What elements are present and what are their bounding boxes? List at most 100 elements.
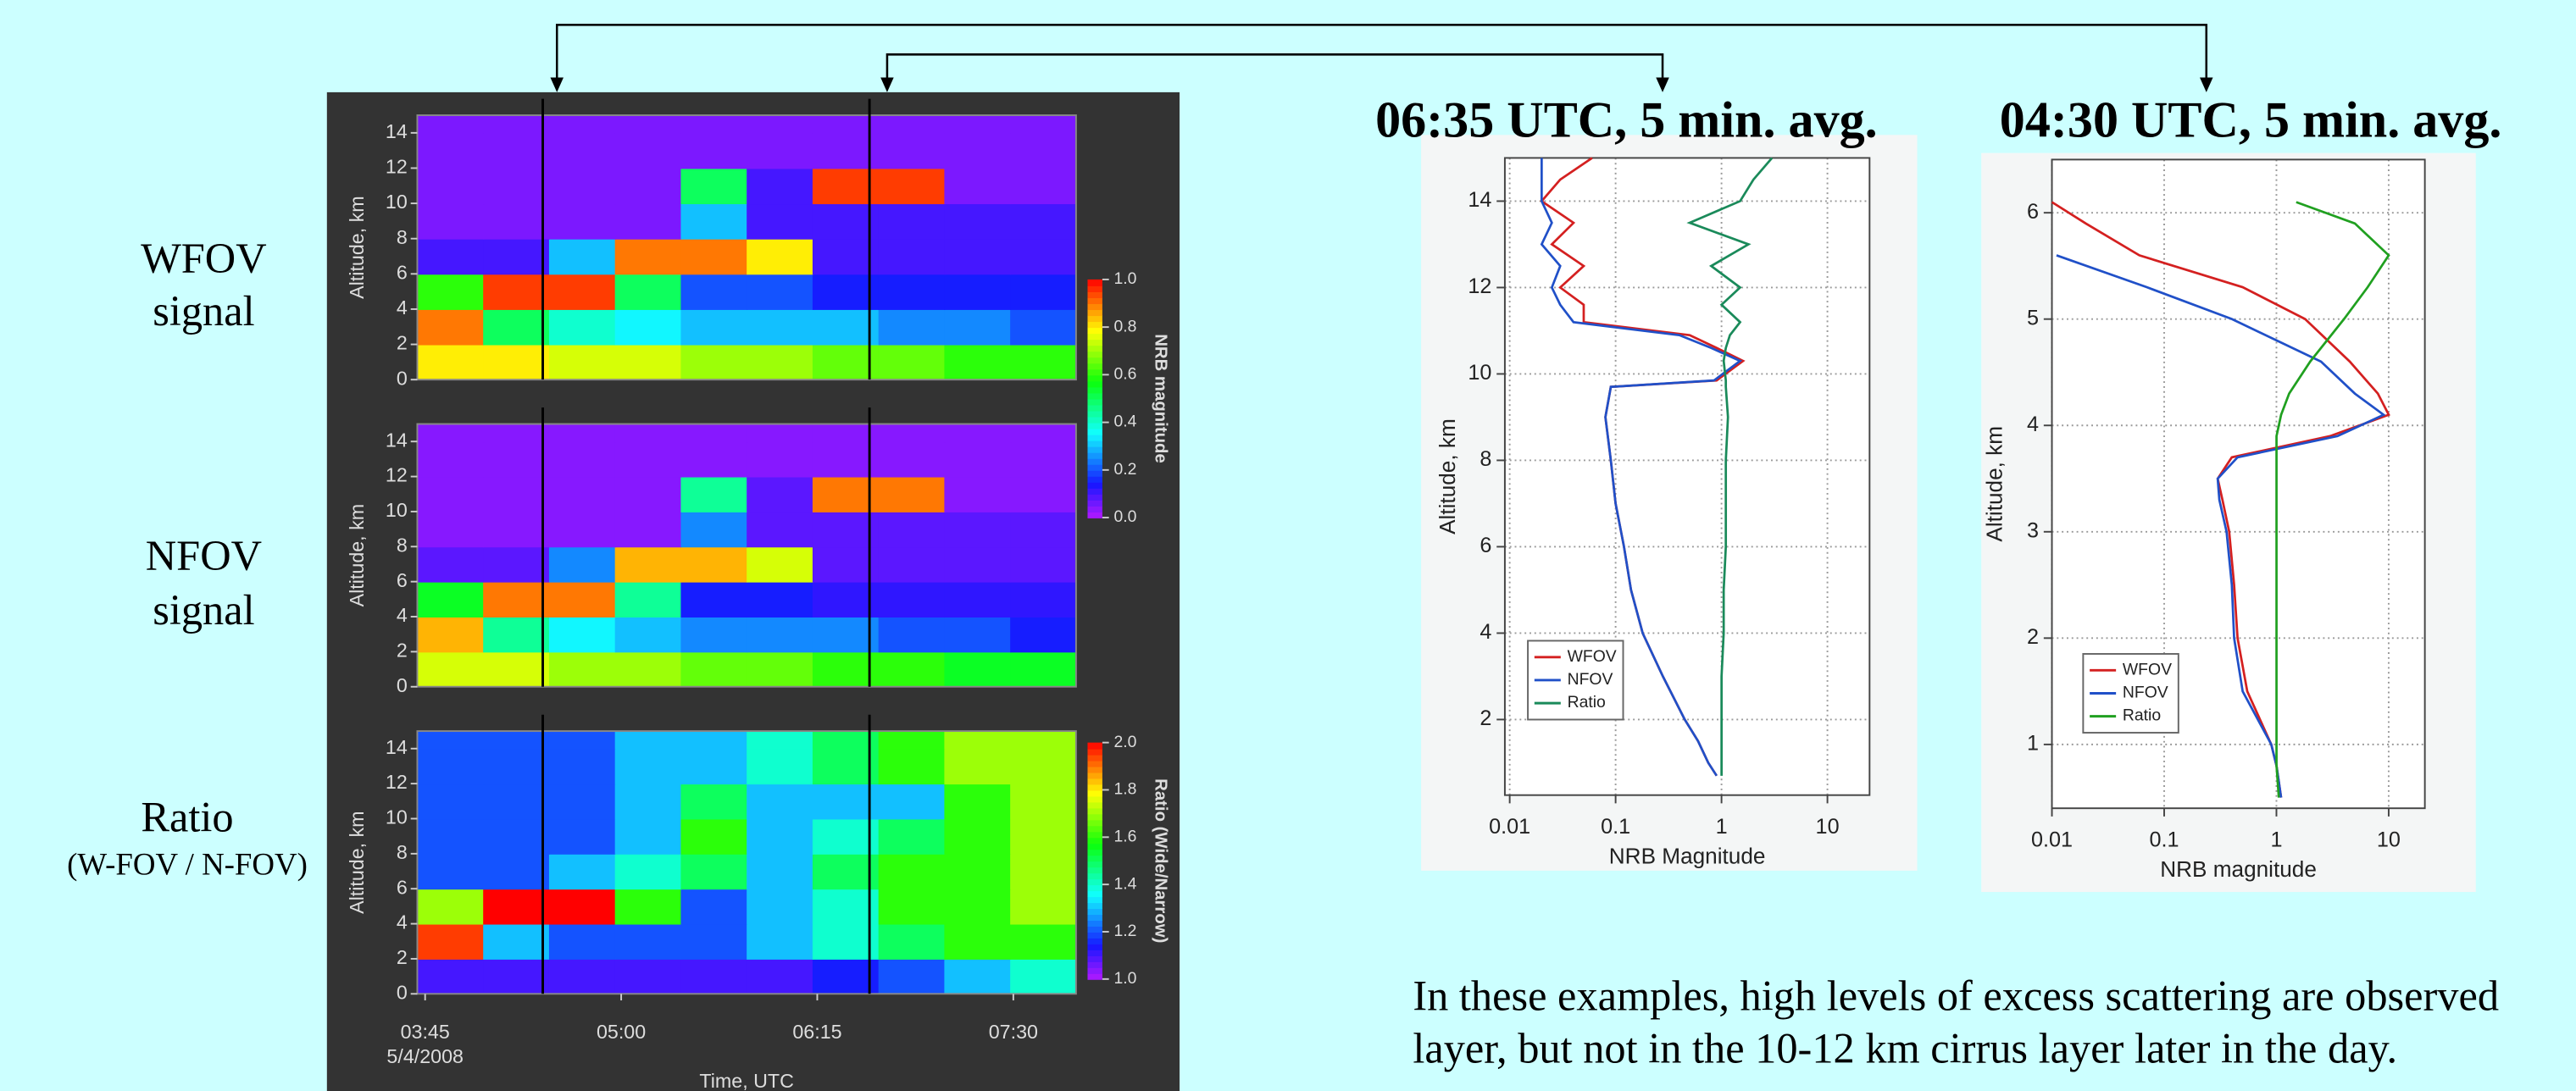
heatmap-cell [812,274,880,310]
heatmap-cell [614,238,682,275]
heatmap-cell [812,818,880,855]
heatmap-cell [614,132,682,169]
heatmap-cell [812,308,880,346]
heatmap [417,731,1076,994]
colorbar-swatch [1087,398,1102,406]
colorbar-tick-label: 1.8 [1113,780,1136,799]
heatmap-cell [944,203,1012,240]
colorbar-swatch [1087,309,1102,317]
heatmap-cell [614,923,682,960]
colorbar-swatch [1087,451,1102,459]
heatmap-cell [747,581,813,617]
colorbar-swatch [1087,475,1102,483]
arrow-head [880,77,894,92]
heatmap-cell [417,784,485,820]
arrow-head [1656,77,1669,92]
connector-arrows [555,24,2208,80]
heatmap-cell [417,511,485,548]
plot-frame [416,730,1077,995]
legend-label: Ratio [1568,693,1606,712]
heatmap-cell [1010,923,1076,960]
heatmap-cell [812,238,880,275]
heatmap-cell [878,441,946,478]
colorbar-swatch [1087,440,1102,447]
y-tick-label: 0 [397,674,408,696]
heatmap-cell [614,441,682,478]
profile-line [2051,201,2390,798]
row-sublabel: (W-FOV / N-FOV) [67,846,308,881]
colorbar-swatch [1087,457,1102,465]
heatmap-cell [680,115,748,134]
heatmap-cell [747,784,813,820]
colorbar-swatch [1087,416,1102,424]
heatmap-cell [483,731,550,750]
heatmap-cell [680,748,748,785]
colorbar-swatch [1087,902,1102,910]
heatmap-cell [614,784,682,820]
heatmap-cell [483,511,550,548]
heatmap-cell [417,274,485,310]
colorbar-swatch [1087,819,1102,827]
heatmap-cell [747,923,813,960]
y-tick-label: 10 [386,191,408,213]
arrow-head [550,77,564,92]
heatmap-cell [548,238,616,275]
heatmap-cell [483,546,550,583]
heatmap-cell [747,889,813,925]
y-tick-label: 14 [386,429,408,451]
heatmap-cell [680,784,748,820]
heatmap-cell [878,511,946,548]
heatmap-cell [548,441,616,478]
heatmap-cell [944,511,1012,548]
note: In these examples, high levels of excess… [1413,972,2499,1072]
heatmap-cell [747,546,813,583]
plot-frame [416,114,1077,381]
heatmap-cell [417,308,485,346]
heatmap-cell [614,168,682,205]
heatmap-cell [747,238,813,275]
heatmap-cell [1010,546,1076,583]
heatmap-cell [878,853,946,890]
heatmap-cell [812,115,880,134]
y-tick-label: 2 [397,332,408,354]
y-tick-label: 12 [386,156,408,178]
arrow-line [886,53,1664,80]
heatmap-cell [483,344,550,380]
heatmap-cell [680,958,748,994]
colorbar-swatch [1087,890,1102,898]
heatmap-cell [680,238,748,275]
heatmap-cell [614,651,682,687]
heatmap-cell [944,581,1012,617]
heatmap-cell [944,958,1012,994]
heatmap-cell [878,476,946,512]
heatmap-cell [483,132,550,169]
heatmap-cell [878,581,946,617]
heatmap-cell [812,581,880,617]
heatmap-cell [483,424,550,443]
heatmap-cell [483,168,550,205]
y-tick-label: 10 [386,499,408,521]
colorbar-swatch [1087,966,1102,974]
heatmap-cell [417,818,485,855]
colorbar-swatch [1087,463,1102,471]
heatmap-cell [812,476,880,512]
x-tick-label: 0.01 [1489,815,1530,839]
x-tick-label: 1 [2270,828,2282,852]
colorbar-swatch [1087,807,1102,815]
colorbar-swatch [1087,748,1102,756]
colorbar-swatch [1087,872,1102,880]
heatmap-cell [747,617,813,653]
heatmap-cell [548,818,616,855]
colorbar-swatch [1087,285,1102,292]
heatmap-cell [1010,748,1076,785]
heatmap-cell [417,889,485,925]
row-label: Ratio [141,793,233,840]
colorbar-swatch [1087,884,1102,892]
y-tick-label: 6 [397,261,408,283]
heatmap-cell [1010,132,1076,169]
colorbar-swatch [1087,333,1102,341]
heatmap-cell [548,784,616,820]
heatmap-cell [812,168,880,205]
x-tick-label: 07:30 [989,1021,1038,1043]
